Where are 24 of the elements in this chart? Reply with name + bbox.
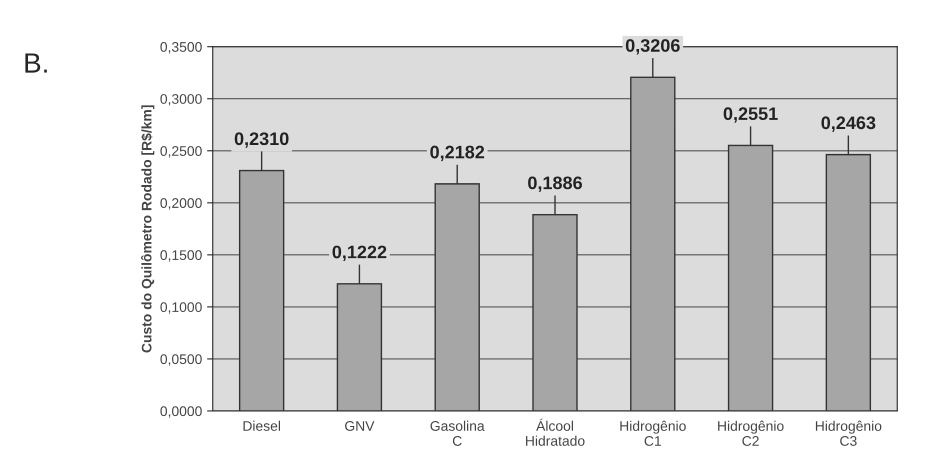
data-label: 0,3206 (626, 39, 680, 54)
data-label: 0,2551 (724, 107, 778, 123)
x-tick-label: Hidrogênio C3 (816, 420, 882, 446)
data-label: 0,2182 (430, 146, 484, 162)
y-tick-label: 0,1500 (160, 250, 202, 262)
y-tick-label: 0,3500 (160, 42, 202, 54)
x-tick-label: Álcool Hidratado (526, 418, 585, 446)
y-tick-label: 0,1000 (160, 302, 202, 314)
y-tick-label: 0,0000 (160, 406, 202, 418)
y-tick-label: 0,0500 (160, 354, 202, 366)
text: B. (25, 53, 47, 73)
y-tick-label: 0,2000 (160, 198, 202, 210)
data-label: 0,1222 (332, 246, 386, 261)
x-tick-label: Diesel (243, 420, 280, 431)
data-label: 0,2463 (821, 116, 876, 132)
y-tick-label: 0,2500 (160, 146, 202, 158)
y-axis-title: Custo do Quilômetro Rodado [R$/km] (141, 105, 154, 352)
y-tick-label: 0,3000 (160, 94, 202, 106)
x-tick-label: GNV (345, 421, 374, 431)
data-label: 0,2310 (234, 132, 289, 148)
data-label: 0,1886 (528, 176, 582, 192)
x-tick-label: Hidrogênio C2 (718, 420, 784, 446)
x-tick-label: Gasolina C (430, 420, 485, 446)
x-tick-label: Hidrogênio C1 (620, 420, 686, 446)
